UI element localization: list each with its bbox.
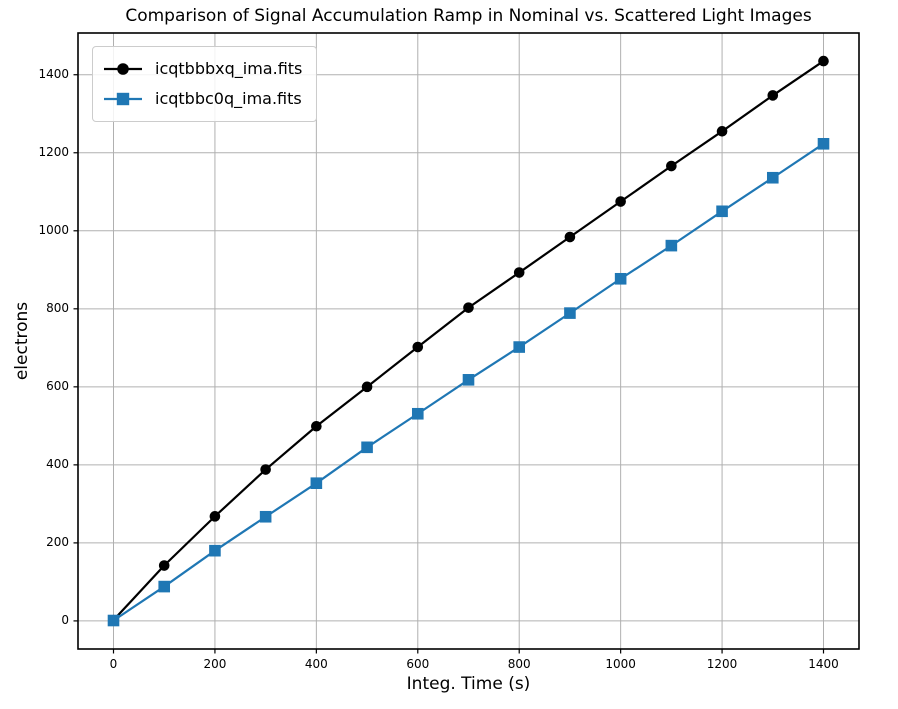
x-tick-label: 800 [507,657,531,671]
x-tick-label: 1200 [706,657,738,671]
x-tick-label: 200 [203,657,227,671]
y-tick-label: 1200 [38,144,69,159]
data-point-square [614,272,627,285]
y-tick-label: 400 [46,456,69,471]
data-point-circle [615,196,626,207]
legend-label: icqtbbc0q_ima.fits [155,89,302,108]
x-tick-label: 1400 [808,657,839,671]
y-tick-label: 800 [46,300,69,315]
chart-title: Comparison of Signal Accumulation Ramp i… [125,6,812,26]
data-point-circle [666,160,677,172]
data-point-square [665,239,678,252]
data-point-square [361,441,373,454]
data-point-circle [463,302,474,313]
data-point-square [766,171,779,184]
legend-item: icqtbbc0q_ima.fits [103,84,302,114]
data-point-circle [564,231,576,243]
x-axis-label: Integ. Time (s) [406,674,531,694]
axis-ticks [73,74,825,654]
data-point-circle [311,420,322,432]
data-point-circle [716,126,728,137]
data-point-square [259,510,272,523]
data-point-square [817,137,830,150]
legend: icqtbbbxq_ima.fits icqtbbc0q_ima.fits [92,46,318,122]
x-tick-label: 1000 [605,657,636,671]
x-tick-label: 600 [406,657,430,671]
grid [78,33,859,649]
data-point-circle [209,511,221,522]
legend-circle-marker-icon [104,63,142,75]
axes-spines [77,32,860,650]
data-point-square [462,374,475,386]
y-tick-label: 200 [46,534,69,549]
data-point-circle [513,267,525,278]
data-point-circle [818,55,829,67]
data-point-square [513,341,526,353]
x-tick-label: 400 [304,657,328,671]
y-axis-label: electrons [12,301,32,381]
y-tick-label: 1000 [38,222,69,237]
data-point-square [716,205,728,218]
y-tick-label: 1400 [38,66,69,81]
data-point-square [158,580,171,593]
x-tick-label: 0 [109,657,118,671]
y-tick-label: 0 [61,612,69,627]
data-point-circle [260,464,271,475]
legend-item: icqtbbbxq_ima.fits [103,54,302,84]
data-point-square [107,614,120,627]
data-point-square [209,544,221,557]
legend-label: icqtbbbxq_ima.fits [155,59,303,78]
data-point-circle [412,341,424,353]
square-marker-icon [116,92,130,106]
y-tick-label: 600 [46,378,69,393]
data-point-square [411,407,424,420]
series-line-icqtbbbxq_ima.fits [112,60,825,621]
data-point-square [310,477,323,489]
data-point-circle [158,560,170,571]
data-point-circle [361,381,373,393]
circle-marker-icon [117,63,129,75]
data-series [107,55,830,627]
data-point-circle [767,90,779,101]
plot-border [77,32,860,650]
data-point-square [564,307,576,319]
legend-square-marker-icon [104,92,142,106]
